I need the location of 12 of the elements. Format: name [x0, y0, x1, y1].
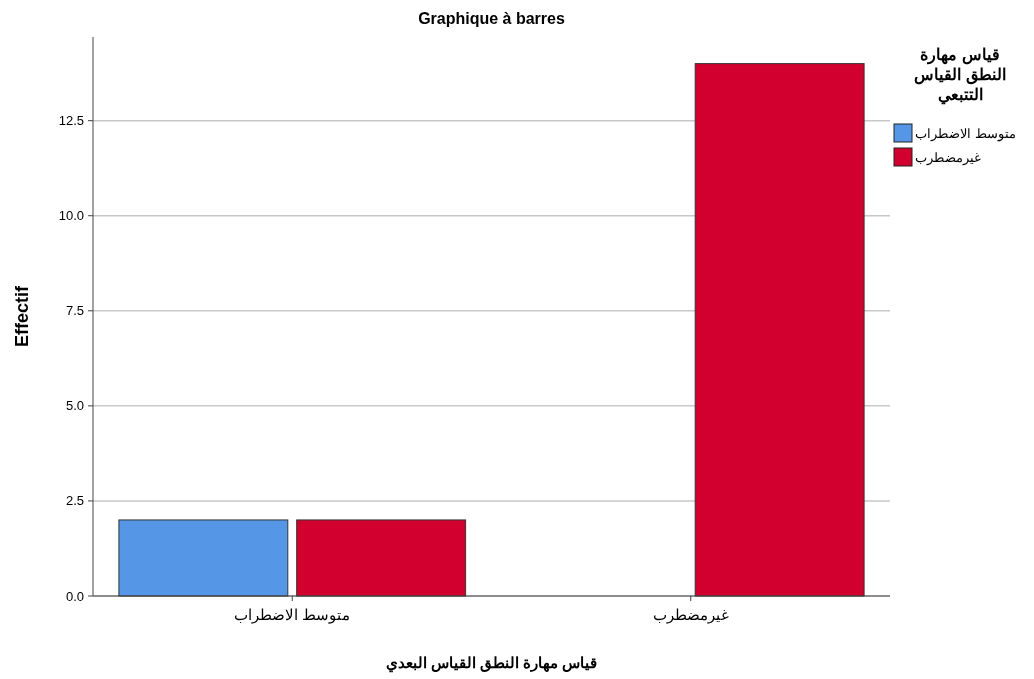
y-tick-label: 10.0: [58, 208, 84, 224]
legend-label: متوسط الاضطراب: [915, 125, 1016, 142]
x-axis-title: قياس مهارة النطق القياس البعدي: [385, 654, 598, 673]
y-tick-label: 5.0: [65, 398, 84, 414]
legend-title: قياس مهارة النطق القياس التتبعي: [914, 46, 1006, 105]
y-tick-label: 2.5: [65, 493, 84, 509]
y-tick-label: 12.5: [58, 113, 84, 129]
chart-title: Graphique à barres: [418, 10, 565, 27]
y-axis-title: Effectif: [12, 285, 32, 348]
y-tick-label: 7.5: [65, 303, 84, 319]
legend-label: غيرمضطرب: [915, 149, 981, 166]
y-tick-label: 0.0: [65, 588, 84, 604]
